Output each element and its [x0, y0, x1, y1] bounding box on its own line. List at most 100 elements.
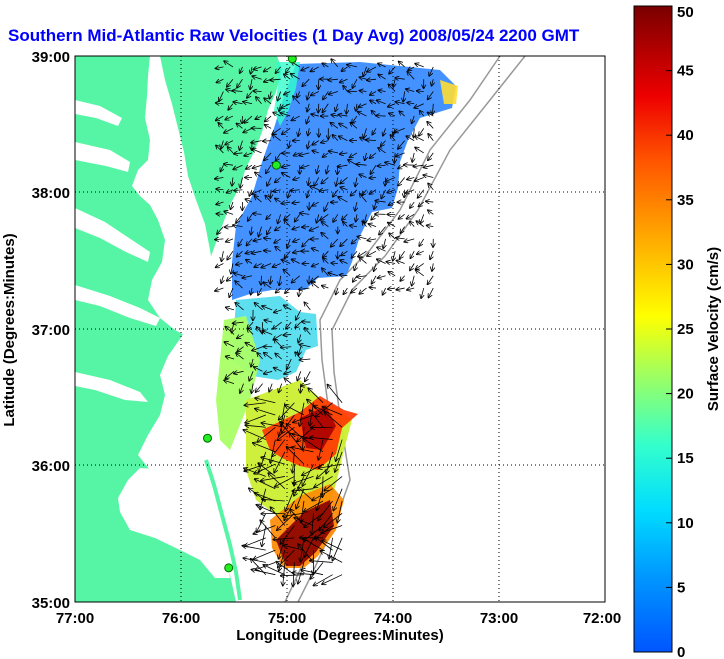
velocity-vector: [307, 91, 309, 99]
velocity-vector: [247, 91, 253, 97]
velocity-vector: [262, 525, 267, 547]
velocity-vector: [370, 152, 377, 158]
velocity-vector: [364, 214, 366, 223]
velocity-vector: [405, 189, 415, 193]
velocity-vector: [355, 177, 357, 186]
x-axis-label: Longitude (Degrees:Minutes): [236, 627, 444, 644]
velocity-vector: [255, 116, 262, 119]
velocity-vector: [302, 238, 310, 247]
velocity-vector: [224, 164, 233, 165]
radar-station-marker: [287, 56, 297, 64]
x-tick-labels: 77:00 76:00 75:00 74:00 73:00 72:00: [56, 610, 621, 627]
velocity-vector: [226, 356, 235, 359]
velocity-vector: [302, 78, 310, 86]
velocity-vector: [320, 214, 329, 220]
velocity-vector: [333, 189, 339, 197]
velocity-vector: [321, 141, 329, 143]
radar-station-marker: [271, 160, 281, 170]
velocity-vector: [338, 115, 348, 116]
bay-tributary-2: [75, 208, 150, 262]
velocity-vector: [245, 425, 266, 427]
velocity-vector: [337, 500, 343, 523]
velocity-vector: [377, 247, 386, 252]
velocity-vector: [406, 89, 415, 91]
velocity-vector: [310, 562, 324, 578]
velocity-vector: [264, 353, 273, 360]
velocity-vector: [350, 152, 358, 158]
velocity-vector: [423, 165, 434, 167]
velocity-vector: [331, 238, 339, 247]
velocity-vector: [275, 66, 281, 73]
radar-station-marker: [224, 563, 234, 573]
velocity-vector: [267, 177, 272, 185]
velocity-vector: [298, 128, 300, 136]
velocity-vector: [320, 551, 343, 563]
velocity-vector: [400, 226, 405, 233]
velocity-vector: [400, 275, 405, 281]
velocity-vector: [252, 346, 263, 351]
velocity-vector: [302, 322, 311, 323]
velocity-vector: [365, 152, 367, 160]
colorbar-ticks: 0 5 10 15 20 25 30 35 40 45 50: [666, 4, 694, 659]
velocity-vector: [426, 201, 434, 202]
velocity-vector: [410, 201, 415, 208]
velocity-vector: [262, 322, 263, 333]
velocity-vector: [306, 115, 309, 124]
velocity-vector: [278, 214, 281, 223]
velocity-vector: [319, 190, 329, 191]
velocity-vector: [318, 103, 319, 113]
velocity-vector: [229, 287, 234, 297]
velocity-vector: [242, 276, 253, 278]
velocity-vector: [378, 90, 386, 91]
velocity-vector: [292, 275, 300, 283]
velocity-vector: [265, 125, 272, 129]
velocity-vector: [430, 251, 433, 259]
velocity-vector: [281, 103, 291, 108]
velocity-vector: [419, 201, 424, 206]
velocity-vector: [215, 67, 224, 69]
velocity-vector: [336, 177, 338, 185]
radar-station-marker: [203, 433, 212, 443]
velocity-vector: [237, 250, 243, 257]
velocity-vector: [283, 545, 305, 551]
velocity-vector: [359, 174, 367, 177]
velocity-vector: [357, 237, 367, 239]
velocity-vector: [410, 263, 415, 270]
pamlico-sound: [118, 468, 230, 578]
velocity-vector: [395, 102, 405, 104]
velocity-vector: [235, 303, 244, 311]
velocity-vector: [293, 96, 301, 105]
velocity-vector: [428, 134, 434, 141]
velocity-vector: [299, 346, 301, 355]
colorbar-tick-label: 10: [677, 515, 694, 532]
velocity-vector: [301, 165, 310, 168]
velocity-vector: [255, 409, 276, 416]
velocity-vector: [429, 66, 434, 76]
velocity-vector: [237, 334, 244, 338]
velocity-vector: [270, 189, 271, 198]
velocity-vector: [372, 275, 377, 284]
velocity-vector: [381, 189, 386, 199]
velocity-vector: [258, 287, 262, 295]
velocity-vector: [236, 123, 243, 129]
velocity-vector: [338, 197, 348, 203]
velocity-vector: [312, 263, 319, 266]
velocity-vector: [261, 263, 272, 267]
velocity-vector: [311, 282, 320, 289]
velocity-vector: [266, 214, 272, 219]
velocity-vector: [236, 353, 244, 360]
velocity-vector: [417, 91, 424, 92]
velocity-vector: [245, 343, 254, 348]
bay-tributary-3: [75, 285, 160, 326]
velocity-vector: [304, 537, 314, 557]
velocity-vector: [255, 398, 276, 404]
velocity-vector: [255, 172, 262, 178]
velocity-vector: [256, 505, 276, 514]
velocity-vector: [292, 489, 314, 491]
velocity-vector: [277, 426, 295, 440]
velocity-vector: [216, 103, 224, 104]
velocity-vector: [274, 238, 281, 243]
velocity-vector: [253, 91, 262, 92]
velocity-vector: [367, 66, 377, 72]
velocity-vector: [284, 250, 291, 258]
